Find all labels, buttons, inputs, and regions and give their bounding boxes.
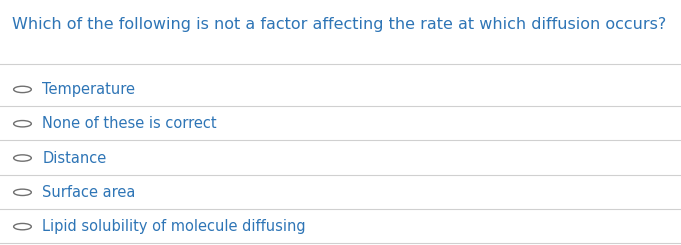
Text: None of these is correct: None of these is correct — [42, 116, 217, 131]
Text: Lipid solubility of molecule diffusing: Lipid solubility of molecule diffusing — [42, 219, 306, 234]
Text: Surface area: Surface area — [42, 185, 136, 200]
Text: Distance: Distance — [42, 150, 106, 166]
Text: Temperature: Temperature — [42, 82, 136, 97]
Text: Which of the following is not a factor affecting the rate at which diffusion occ: Which of the following is not a factor a… — [12, 17, 667, 32]
